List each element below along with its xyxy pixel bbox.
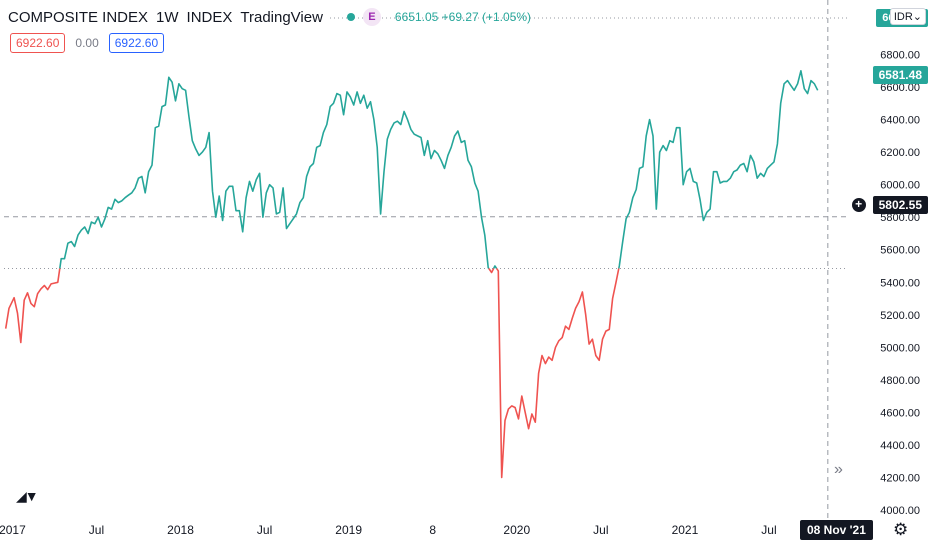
ohlc-change-value: 0.00: [75, 36, 99, 50]
price-line-segment-4: [495, 267, 620, 479]
market-label: INDEX: [186, 8, 233, 26]
price-axis-label-10: 5000.00: [880, 342, 920, 354]
price-axis-label-13: 4400.00: [880, 440, 920, 452]
crosshair-price-tag: + 5802.55: [850, 196, 928, 214]
gear-icon[interactable]: ⚙: [893, 520, 909, 539]
ohlc-open-value: 6922.60: [10, 33, 66, 53]
price-axis-label-9: 5200.00: [880, 310, 920, 322]
exchange-badge-icon[interactable]: E: [362, 8, 381, 26]
last-quote: 6651.05 +69.27 (+1.05%): [394, 10, 532, 24]
price-line-segment-1: [59, 76, 490, 269]
time-axis-label-8: 2021: [672, 523, 699, 537]
price-axis-label-14: 4200.00: [880, 472, 920, 484]
currency-selector[interactable]: IDR⌄: [889, 8, 926, 25]
time-axis-label-1: Jul: [89, 523, 104, 537]
price-axis-label-1: 6800.00: [880, 50, 920, 62]
time-axis-label-4: 2019: [335, 523, 362, 537]
ohlc-legend: 6922.60 0.00 6922.60: [10, 33, 165, 53]
currency-label: IDR: [893, 11, 913, 23]
time-axis-label-9: Jul: [761, 523, 776, 537]
chevron-down-icon: ⌄: [912, 11, 922, 23]
price-axis-label-3: 6400.00: [880, 115, 920, 127]
time-axis-label-0: 2017: [0, 523, 26, 537]
price-axis-label-12: 4600.00: [880, 407, 920, 419]
market-status-dot-icon: [346, 13, 355, 21]
price-axis-label-7: 5600.00: [880, 245, 920, 257]
crosshair-date-tag: 08 Nov '21: [800, 520, 873, 540]
chart-header: COMPOSITE INDEX 1W INDEX TradingView E 6…: [8, 6, 531, 28]
price-line-segment-2: [488, 267, 495, 274]
interval-label[interactable]: 1W: [156, 8, 179, 26]
crosshair-plus-icon[interactable]: +: [850, 197, 867, 213]
grid-layer: [4, 0, 848, 518]
price-axis-label-5: 6000.00: [880, 180, 920, 192]
price-line-segment-0: [4, 268, 61, 344]
time-axis[interactable]: 2017 Jul 2018 Jul 2019 8 2020 Jul 2021 Jul: [0, 523, 777, 537]
price-axis-label-8: 5400.00: [880, 277, 920, 289]
price-line: [4, 70, 819, 479]
tradingview-logo-icon[interactable]: ◢▼: [16, 488, 39, 504]
price-axis-label-6: 5800.00: [880, 212, 920, 224]
symbol-name[interactable]: COMPOSITE INDEX: [8, 8, 149, 26]
price-axis-label-15: 4000.00: [880, 505, 920, 517]
time-axis-label-6: 2020: [503, 523, 530, 537]
time-axis-label-5: 8: [429, 523, 436, 537]
last-price-tag: 6581.48: [872, 66, 928, 84]
price-line-segment-3: [492, 265, 498, 269]
time-axis-label-2: 2018: [167, 523, 194, 537]
price-line-segment-5: [618, 70, 819, 269]
price-axis-label-2: 6600.00: [880, 82, 920, 94]
price-axis-label-4: 6200.00: [880, 147, 920, 159]
source-label: TradingView: [240, 8, 323, 26]
crosshair-price-value: 5802.55: [878, 198, 922, 212]
price-axis-label-11: 4800.00: [880, 375, 920, 387]
ohlc-close-value: 6922.60: [108, 33, 165, 53]
price-axis[interactable]: 7000.006800.006600.006400.006200.006000.…: [880, 17, 920, 517]
time-axis-label-3: Jul: [257, 523, 272, 537]
time-axis-label-7: Jul: [593, 523, 608, 537]
double-chevron-right-icon[interactable]: »: [834, 461, 843, 478]
